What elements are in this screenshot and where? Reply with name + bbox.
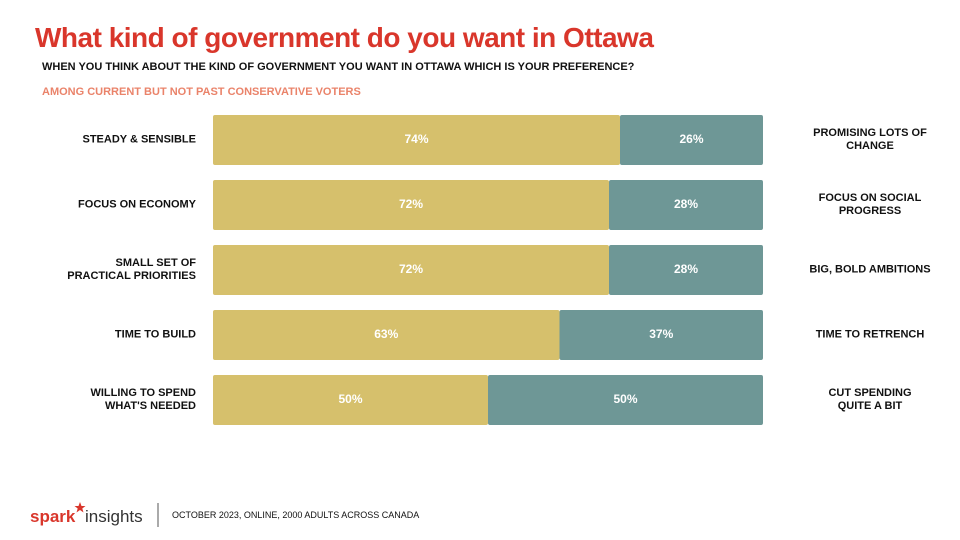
brand-star [74, 502, 86, 513]
source: OCTOBER 2023, ONLINE, 2000 ADULTS ACROSS… [172, 510, 420, 520]
brand: spark [30, 507, 76, 526]
value-label: 74% [404, 132, 428, 146]
bar-segment [213, 375, 488, 425]
value-label: 26% [679, 132, 703, 146]
value-label: 72% [399, 197, 423, 211]
left-label: FOCUS ON ECONOMY [78, 198, 196, 211]
bar-segment [609, 180, 763, 230]
value-label: 63% [374, 327, 398, 341]
right-label: FOCUS ON SOCIAL PROGRESS [818, 192, 922, 217]
value-label: 28% [674, 262, 698, 276]
bar-segment [213, 180, 609, 230]
note: AMONG CURRENT BUT NOT PAST CONSERVATIVE … [42, 86, 361, 98]
title: What kind of government do you want in O… [35, 22, 654, 53]
left-label: TIME TO BUILD [114, 328, 196, 341]
right-label: CUT SPENDING QUITE A BIT [828, 387, 912, 412]
bar-segment [559, 310, 763, 360]
right-label: TIME TO RETRENCH [815, 328, 925, 341]
bar-segment [609, 245, 763, 295]
value-label: 72% [399, 262, 423, 276]
bar-segment [213, 245, 609, 295]
value-label: 50% [613, 392, 637, 406]
bar-segment [620, 115, 763, 165]
bar-segment [213, 310, 560, 360]
left-label: SMALL SET OF PRACTICAL PRIORITIES [67, 257, 196, 282]
value-label: 50% [338, 392, 362, 406]
value-label: 37% [649, 327, 673, 341]
subtitle: WHEN YOU THINK ABOUT THE KIND OF GOVERNM… [42, 61, 635, 73]
value-label: 28% [674, 197, 698, 211]
left-label: STEADY & SENSIBLE [82, 133, 197, 146]
bar-segment [488, 375, 763, 425]
right-label: PROMISING LOTS OF CHANGE [813, 127, 927, 152]
brand-2: insights [85, 507, 143, 526]
bar-segment [213, 115, 620, 165]
right-label: BIG, BOLD AMBITIONS [809, 263, 931, 276]
left-label: WILLING TO SPEND WHAT'S NEEDED [90, 387, 196, 412]
